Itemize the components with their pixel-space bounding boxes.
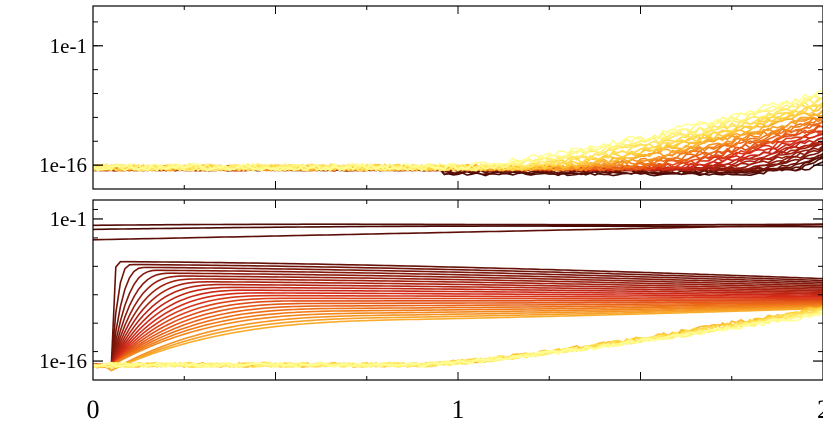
series-line xyxy=(93,289,823,367)
series-line xyxy=(93,278,823,368)
series-line xyxy=(93,96,823,172)
series-line xyxy=(93,223,823,241)
y-tick-label: 1e-16 xyxy=(39,349,87,373)
series-line xyxy=(93,266,823,368)
bottom-panel: 1e-1 1e-160 1 2 xyxy=(39,199,823,424)
series-line xyxy=(93,307,823,372)
x-tick-label: 2 xyxy=(817,395,823,424)
series-line xyxy=(93,272,823,368)
series-line xyxy=(93,97,823,173)
y-tick-label: 1e-1 xyxy=(50,34,87,58)
series-line xyxy=(93,286,823,368)
series-line xyxy=(93,292,823,368)
x-tick-label: 1 xyxy=(452,395,465,424)
series-line xyxy=(93,305,823,368)
y-tick-label: 1e-16 xyxy=(39,153,87,177)
series-line xyxy=(93,223,823,227)
series-line xyxy=(93,294,823,369)
series-line xyxy=(93,89,823,172)
series-line xyxy=(93,311,823,369)
series-line xyxy=(93,306,823,372)
series-line xyxy=(93,101,823,172)
series-line xyxy=(93,283,823,369)
series-line xyxy=(93,297,823,368)
series-line xyxy=(93,263,823,368)
series-line xyxy=(93,306,823,372)
x-tick-label: 0 xyxy=(87,395,100,424)
series-line xyxy=(93,311,823,369)
y-tick-label: 1e-1 xyxy=(50,207,87,231)
top-panel: 1e-1 1e-16 xyxy=(39,5,823,190)
series-line xyxy=(93,302,823,369)
series-line xyxy=(93,307,823,369)
series-line xyxy=(93,260,823,367)
series-line xyxy=(93,304,823,368)
series-line xyxy=(93,311,823,369)
series-group xyxy=(93,223,823,372)
series-line xyxy=(93,120,823,172)
series-line xyxy=(93,275,823,368)
series-line xyxy=(93,299,823,368)
series-line xyxy=(93,281,823,368)
series-line xyxy=(93,300,823,367)
series-group xyxy=(93,89,823,177)
series-line xyxy=(93,303,823,368)
series-line xyxy=(93,269,823,368)
series-line xyxy=(93,95,823,172)
